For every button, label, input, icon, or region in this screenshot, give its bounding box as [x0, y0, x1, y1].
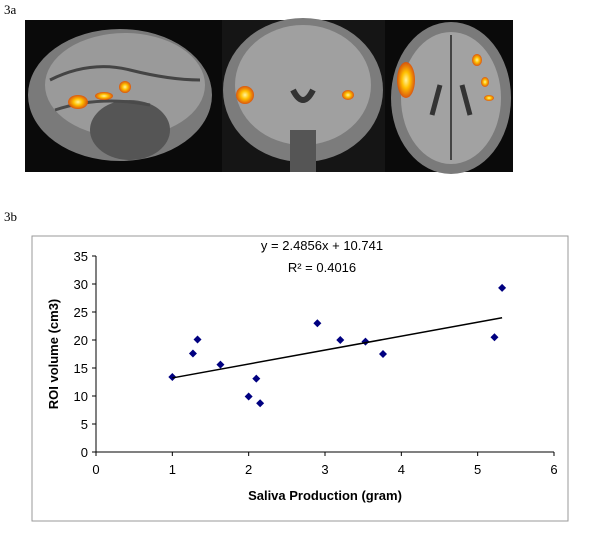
data-point: [490, 333, 499, 342]
data-point: [313, 319, 322, 328]
y-tick-label: 35: [74, 249, 88, 264]
y-tick-label: 10: [74, 389, 88, 404]
data-point: [256, 399, 265, 408]
trendline: [172, 317, 503, 379]
chart-frame: [31, 235, 569, 522]
x-tick-label: 4: [398, 462, 405, 477]
y-tick-label: 0: [81, 445, 88, 460]
data-point: [252, 374, 261, 383]
x-tick-label: 0: [92, 462, 99, 477]
panel-label: 3a: [4, 2, 17, 17]
y-tick-label: 5: [81, 417, 88, 432]
sagittal-slice: [28, 29, 212, 161]
data-point: [193, 335, 202, 344]
x-tick-label: 3: [321, 462, 328, 477]
data-point: [168, 372, 177, 381]
axial-slice: [390, 20, 513, 174]
data-point: [188, 349, 197, 358]
data-point: [244, 392, 253, 401]
x-tick-label: 5: [474, 462, 481, 477]
data-point: [336, 336, 345, 344]
r-squared-label: R² = 0.4016: [288, 260, 356, 275]
y-tick-label: 15: [74, 361, 88, 376]
equation-label: y = 2.4856x + 10.741: [261, 238, 383, 253]
data-point: [379, 350, 388, 358]
y-tick-label: 25: [74, 305, 88, 320]
coronal-slice: [222, 18, 385, 172]
data-point: [216, 360, 225, 369]
x-tick-label: 1: [169, 462, 176, 477]
data-point: [498, 283, 507, 292]
y-tick-label: 20: [74, 333, 88, 348]
x-tick-label: 6: [550, 462, 557, 477]
x-tick-label: 2: [245, 462, 252, 477]
y-axis-label: ROI volume (cm3): [46, 299, 61, 410]
y-tick-label: 30: [74, 277, 88, 292]
brain-images: [25, 18, 513, 174]
panel-label: 3b: [4, 209, 17, 224]
x-axis-label: Saliva Production (gram): [248, 488, 402, 503]
